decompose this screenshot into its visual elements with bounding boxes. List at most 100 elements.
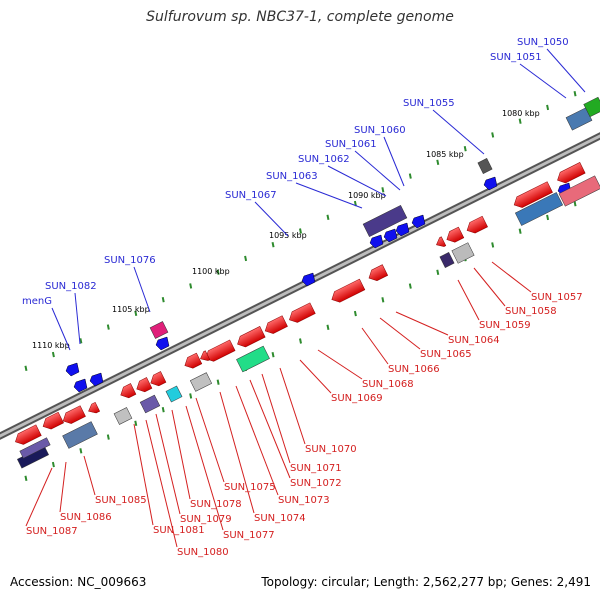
tick-mark <box>216 379 220 385</box>
feature-box <box>149 321 169 339</box>
reverse-gene <box>42 411 64 430</box>
forward-gene <box>369 234 384 249</box>
label-leaders <box>25 48 586 548</box>
leader-line <box>519 63 567 99</box>
gene-label-sun-1059: SUN_1059 <box>479 320 531 331</box>
accession-text: Accession: NC_009663 <box>10 575 147 589</box>
feature-box <box>189 372 213 392</box>
tick-mark <box>299 338 302 344</box>
kbp-label: 1085 kbp <box>426 150 464 159</box>
gene-label-sun-1081: SUN_1081 <box>153 525 205 536</box>
forward-gene <box>301 272 316 287</box>
leader-line <box>546 48 586 93</box>
leader-line <box>185 405 224 531</box>
gene-label-sun-1073: SUN_1073 <box>278 495 330 506</box>
gene-label-sun-1063: SUN_1063 <box>266 171 318 182</box>
gene-label-sun-1079: SUN_1079 <box>180 514 232 525</box>
leader-line <box>299 359 332 394</box>
tick-mark <box>24 475 28 481</box>
leader-line <box>235 385 279 496</box>
gene-features <box>15 96 600 469</box>
tick-mark <box>518 118 522 124</box>
gene-label-sun-1085: SUN_1085 <box>95 495 147 506</box>
feature-box <box>451 242 475 264</box>
gene-label-sun-1064: SUN_1064 <box>448 335 500 346</box>
feature-box <box>558 175 600 207</box>
gene-labels: SUN_1050 SUN_1051 SUN_1055 SUN_1060 SUN_1061… <box>22 37 583 558</box>
tick-mark <box>134 310 138 317</box>
map-title: Sulfurovum sp. NBC37-1, complete genome <box>146 9 454 25</box>
feature-box <box>62 421 98 449</box>
leader-line <box>74 292 81 345</box>
gene-label-sun-1051: SUN_1051 <box>490 52 542 63</box>
gene-label-sun-1086: SUN_1086 <box>60 512 112 523</box>
gene-label-sun-1075: SUN_1075 <box>224 482 276 493</box>
gene-label-sun-1058: SUN_1058 <box>505 306 557 317</box>
gene-label-sun-1069: SUN_1069 <box>331 393 383 404</box>
forward-gene <box>411 214 426 229</box>
gene-label-sun-1087: SUN_1087 <box>26 526 78 537</box>
forward-gene <box>383 228 398 243</box>
gene-label-sun-1072: SUN_1072 <box>290 478 342 489</box>
tick-mark <box>491 132 495 138</box>
leader-line <box>83 455 96 496</box>
reverse-gene <box>289 302 316 323</box>
tick-mark <box>271 352 275 358</box>
tick-mark <box>189 393 193 399</box>
forward-gene <box>73 378 88 393</box>
gene-label-sun-1071: SUN_1071 <box>290 463 342 474</box>
gene-label-sun-1074: SUN_1074 <box>254 513 306 524</box>
tick-mark <box>161 406 165 413</box>
feature-box <box>514 192 564 226</box>
tick-mark <box>51 461 55 468</box>
tick-mark <box>79 448 83 454</box>
tick-mark <box>326 324 330 330</box>
gene-label-sun-1066: SUN_1066 <box>388 364 440 375</box>
tick-mark <box>546 214 550 221</box>
reverse-gene <box>446 226 465 243</box>
forward-gene <box>65 362 80 377</box>
feature-box <box>362 205 408 237</box>
reverse-gene <box>88 401 101 414</box>
tick-mark <box>244 255 248 262</box>
leader-line <box>219 391 255 514</box>
leader-line <box>279 367 306 445</box>
reverse-gene <box>237 326 266 348</box>
gene-label-sun-1077: SUN_1077 <box>223 530 275 541</box>
reverse-gene <box>15 424 42 445</box>
gene-label-sun-1076: SUN_1076 <box>104 255 156 266</box>
tick-mark <box>436 159 440 166</box>
leader-line <box>361 327 389 365</box>
feature-box <box>139 394 161 414</box>
gene-label-sun-1062: SUN_1062 <box>298 154 350 165</box>
kbp-label: 1110 kbp <box>32 341 70 350</box>
kbp-label: 1090 kbp <box>348 191 386 200</box>
feature-box <box>165 385 183 403</box>
tick-mark <box>381 187 385 193</box>
leader-line <box>133 266 151 313</box>
forward-gene <box>89 372 104 387</box>
kbp-label: 1100 kbp <box>192 267 230 276</box>
gene-label-sun-1082: SUN_1082 <box>45 281 97 292</box>
leader-line <box>195 397 225 483</box>
reverse-gene <box>184 352 203 369</box>
gene-label-sun-1057: SUN_1057 <box>531 292 583 303</box>
leader-line <box>145 419 178 548</box>
leader-line <box>133 423 154 526</box>
leader-line <box>171 409 191 500</box>
tick-mark <box>353 310 357 317</box>
forward-gene <box>155 336 170 351</box>
gene-label-sun-1050: SUN_1050 <box>517 37 569 48</box>
tick-mark <box>546 104 550 111</box>
tick-mark <box>326 214 330 220</box>
gene-label-sun-1060: SUN_1060 <box>354 125 406 136</box>
reverse-gene <box>200 350 211 361</box>
tick-mark <box>51 351 55 358</box>
leader-line <box>354 150 401 191</box>
leader-line <box>317 349 363 380</box>
gene-label-sun-1067: SUN_1067 <box>225 190 277 201</box>
tick-mark <box>106 434 110 440</box>
feature-box <box>439 252 455 268</box>
